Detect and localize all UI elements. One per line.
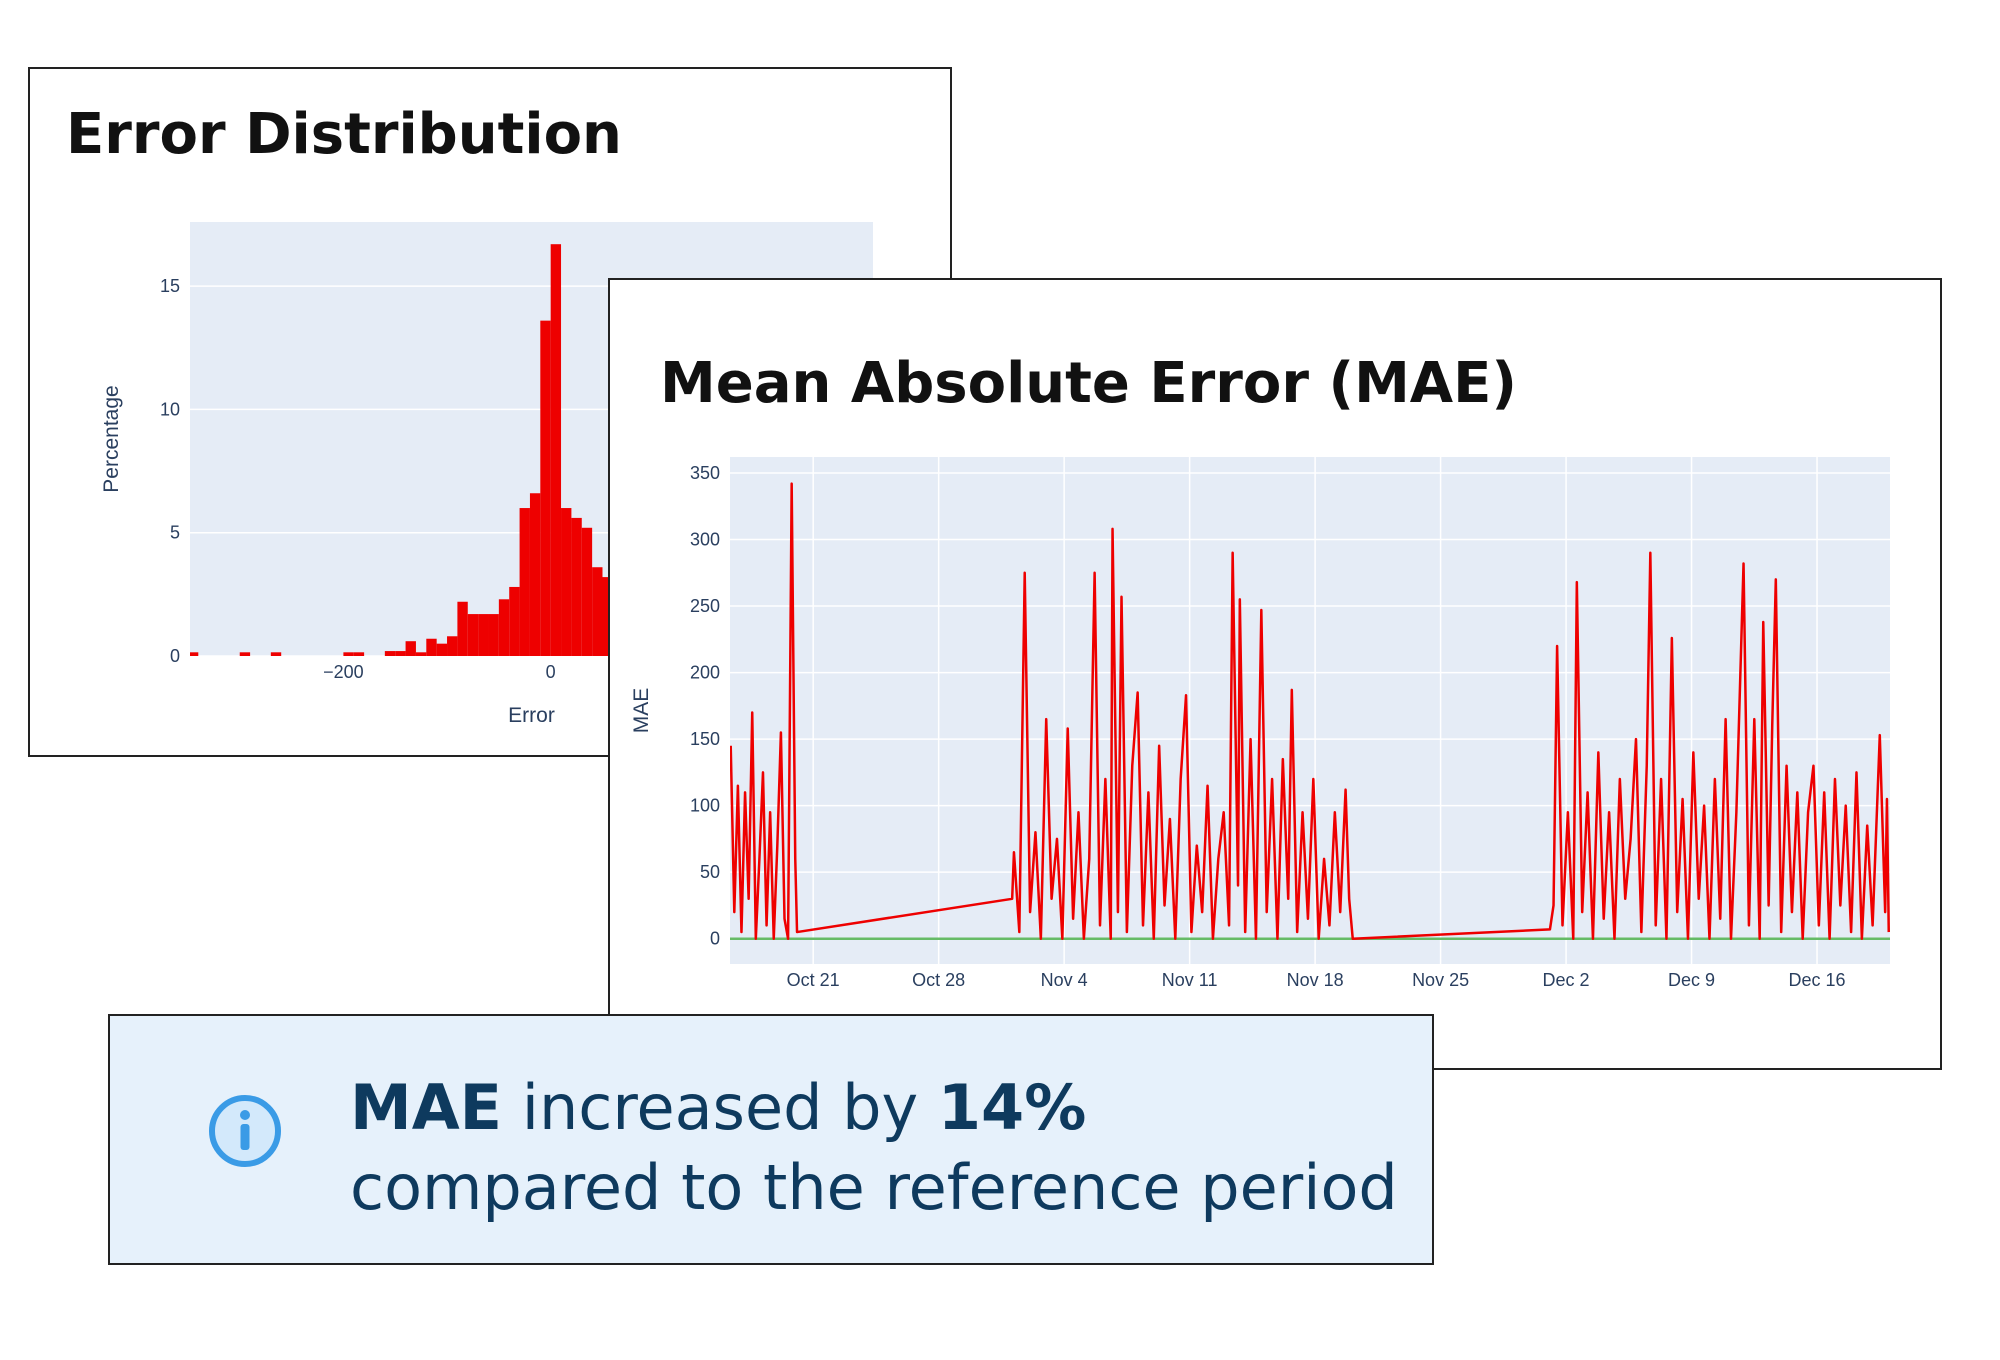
- bar: [592, 567, 603, 656]
- bar: [353, 652, 365, 656]
- y-tick-label: 100: [690, 796, 720, 816]
- callout: MAE increased by 14% compared to the refe…: [108, 1014, 1434, 1265]
- bar: [239, 652, 251, 656]
- y-tick-label: 0: [710, 929, 720, 949]
- bar: [436, 643, 448, 656]
- bar: [457, 601, 468, 656]
- bar: [602, 577, 613, 656]
- x-tick-label: Oct 28: [912, 970, 965, 990]
- bar: [447, 636, 458, 656]
- chart: Mean Absolute Error (MAE) 0 50 100 150 200 25…: [630, 351, 1890, 990]
- x-tick-label: Dec 16: [1789, 970, 1846, 990]
- y-tick-label: 10: [160, 399, 180, 419]
- y-tick-label: 300: [690, 530, 720, 550]
- x-tick-label: Nov 11: [1162, 970, 1218, 990]
- bar: [478, 614, 489, 656]
- y-tick-label: 150: [690, 729, 720, 749]
- bar: [550, 244, 562, 656]
- callout-text: MAE increased by 14% compared to the refe…: [350, 1068, 1398, 1228]
- bar: [343, 652, 354, 656]
- y-axis-title: Percentage: [100, 385, 123, 492]
- bar: [190, 652, 199, 656]
- y-tick-label: 0: [170, 646, 180, 666]
- chart-title: Error Distribution: [66, 102, 622, 167]
- bar: [581, 527, 593, 656]
- x-tick-label: 0: [546, 662, 556, 682]
- x-tick-label: −200: [323, 662, 364, 682]
- y-tick-label: 350: [690, 463, 720, 483]
- y-tick-label: 250: [690, 596, 720, 616]
- bar: [540, 320, 551, 656]
- x-axis-title: Error: [508, 704, 555, 727]
- change: 14%: [937, 1071, 1087, 1144]
- bar: [405, 641, 416, 656]
- text: increased by: [521, 1071, 919, 1144]
- x-tick-label: Nov 25: [1412, 970, 1469, 990]
- bar: [561, 508, 572, 656]
- bar: [270, 652, 282, 656]
- y-tick-label: 5: [170, 523, 180, 543]
- y-tick-label: 200: [690, 663, 720, 683]
- bar: [426, 638, 437, 656]
- metric: MAE: [350, 1071, 503, 1144]
- y-tick-label: 50: [700, 862, 720, 882]
- y-tick-label: 15: [160, 276, 180, 296]
- bar: [519, 508, 530, 656]
- text: compared to the reference period: [350, 1151, 1398, 1224]
- bar: [498, 599, 510, 656]
- bar: [415, 652, 427, 656]
- bar: [529, 493, 541, 656]
- x-tick-label: Dec 2: [1543, 970, 1590, 990]
- bar: [571, 517, 582, 656]
- bar: [384, 651, 396, 656]
- x-tick-label: Nov 4: [1041, 970, 1088, 990]
- bar: [488, 614, 499, 656]
- plot-area: [730, 482, 1890, 940]
- bar: [395, 651, 406, 656]
- x-tick-label: Oct 21: [787, 970, 840, 990]
- icon-dot: [240, 1110, 250, 1120]
- bar: [509, 586, 520, 656]
- line: [730, 482, 1890, 940]
- x-tick-label: Nov 18: [1287, 970, 1344, 990]
- info-icon: [209, 1095, 281, 1167]
- icon-bar: [240, 1124, 250, 1150]
- plot-area: [190, 244, 613, 656]
- x-tick-label: Dec 9: [1668, 970, 1715, 990]
- bar: [467, 614, 479, 656]
- line-card: Mean Absolute Error (MAE) 0 50 100 150 200 25…: [608, 278, 1942, 1070]
- y-axis-title: MAE: [630, 688, 653, 734]
- chart-title: Mean Absolute Error (MAE): [660, 351, 1517, 416]
